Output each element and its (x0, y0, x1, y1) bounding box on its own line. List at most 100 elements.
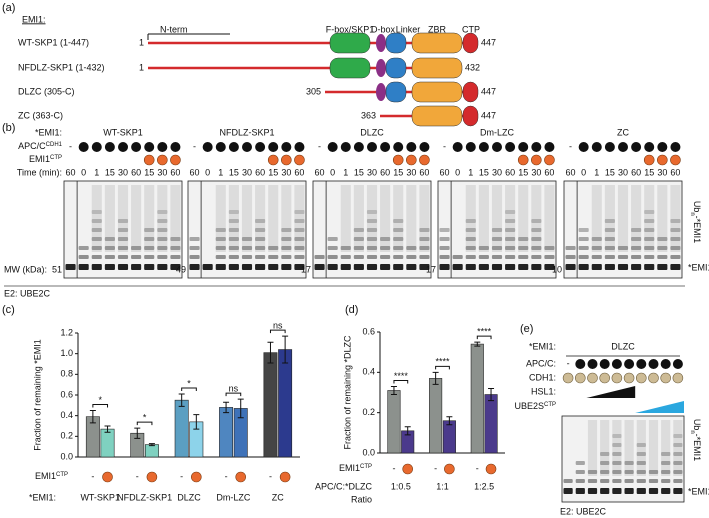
gel-band (189, 237, 200, 241)
reagent-dot (574, 372, 586, 384)
gel-band (673, 452, 683, 456)
gel-band (518, 264, 529, 270)
gel-band (636, 488, 646, 494)
construct-start: 1 (139, 62, 144, 72)
gel-band (624, 488, 634, 494)
time-label: 15 (144, 167, 154, 177)
time-label: 60 (131, 167, 141, 177)
ub-label: Ubn-*EMI1 (689, 419, 701, 461)
significance: **** (477, 326, 492, 336)
time-label: 60 (544, 167, 554, 177)
label-text: UBE2S (514, 401, 544, 411)
gel-band (406, 264, 417, 270)
error-bar (134, 427, 141, 439)
minus: - (225, 471, 228, 481)
reagent-dot (91, 142, 102, 152)
minus: - (318, 141, 321, 151)
gel-band (78, 264, 89, 270)
time-label: 60 (170, 167, 180, 177)
time-label: 0 (81, 167, 86, 177)
row-label: EMI1CTP (29, 154, 62, 164)
reagent-dot (157, 142, 168, 152)
error-bar (237, 398, 244, 419)
gel-band (366, 228, 378, 232)
significance: **** (435, 357, 450, 367)
domain (376, 34, 386, 52)
time-label: 60 (419, 167, 429, 177)
gel-band (439, 255, 450, 259)
gel-band (600, 470, 610, 474)
gel-band (604, 264, 615, 270)
reagent-dot (643, 154, 655, 166)
error-bar (178, 393, 185, 407)
label-text: Ub (692, 419, 702, 431)
y-tick-label: 0.4 (362, 367, 375, 377)
error-bar (488, 387, 495, 402)
reagent-dot (618, 142, 628, 152)
reagent-dot (544, 142, 555, 152)
gel-band (419, 228, 430, 232)
label-text: APC/C (18, 141, 46, 151)
label-sup: CDH1 (46, 142, 63, 148)
time-label: 30 (618, 167, 628, 177)
reagent-dot (578, 142, 589, 152)
gel-band (617, 255, 629, 259)
significance: ns (229, 384, 239, 394)
gel-band (228, 210, 239, 214)
gel-smear (228, 185, 239, 252)
reagent-dot (604, 142, 615, 152)
minus: - (193, 141, 196, 151)
titration-wedge (586, 386, 636, 398)
gel-band (531, 264, 542, 270)
reagent-dot (562, 372, 574, 384)
gel-band (65, 264, 76, 270)
reagent-dot (340, 142, 351, 152)
gel-band (170, 246, 181, 250)
gel-name: Dm-LZC (480, 127, 514, 137)
gel-band (452, 255, 463, 259)
gel-band (294, 210, 305, 214)
label-text: EMI1 (29, 154, 50, 164)
gel-band (157, 210, 168, 214)
error-bar (282, 335, 289, 364)
reagent-dot (505, 142, 516, 152)
reagent-dot (657, 154, 668, 166)
gel-band (505, 246, 516, 250)
gel-band (91, 210, 102, 214)
gel-band (91, 228, 102, 232)
gel-band (327, 246, 338, 250)
gel-band (505, 264, 516, 270)
gel-band (144, 237, 155, 241)
gel-band (314, 264, 325, 270)
error-bar (432, 371, 439, 385)
gel-band (353, 264, 364, 270)
gel-band (241, 246, 253, 250)
gel-smear (393, 185, 404, 252)
gel-smear (661, 420, 671, 476)
panel-label: (a) (2, 2, 15, 14)
reagent-dot (104, 142, 115, 152)
reagent-dot (215, 142, 226, 152)
gel-band (604, 219, 615, 223)
construct-start: 1 (139, 37, 144, 47)
gel (563, 180, 683, 279)
gel-band (587, 470, 598, 474)
reagent-dot (587, 372, 598, 384)
time-label: 60 (505, 167, 515, 177)
reagent-dot (406, 154, 417, 166)
reagent-dot (144, 142, 155, 152)
gel-band (631, 264, 642, 270)
gel-smear (281, 185, 292, 252)
gel-smear (644, 185, 655, 252)
label-text: EMI1 (35, 471, 56, 481)
gel-band (327, 237, 338, 241)
domain (376, 59, 386, 77)
gel-smear (241, 185, 253, 252)
gel-band (644, 255, 655, 259)
minus: - (69, 141, 72, 151)
gel-band (406, 246, 417, 250)
domain (385, 57, 407, 79)
reagent-dot (170, 142, 181, 152)
gel-band (117, 228, 129, 232)
